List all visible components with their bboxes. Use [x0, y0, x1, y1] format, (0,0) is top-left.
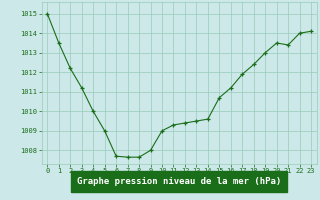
X-axis label: Graphe pression niveau de la mer (hPa): Graphe pression niveau de la mer (hPa)	[77, 177, 281, 186]
